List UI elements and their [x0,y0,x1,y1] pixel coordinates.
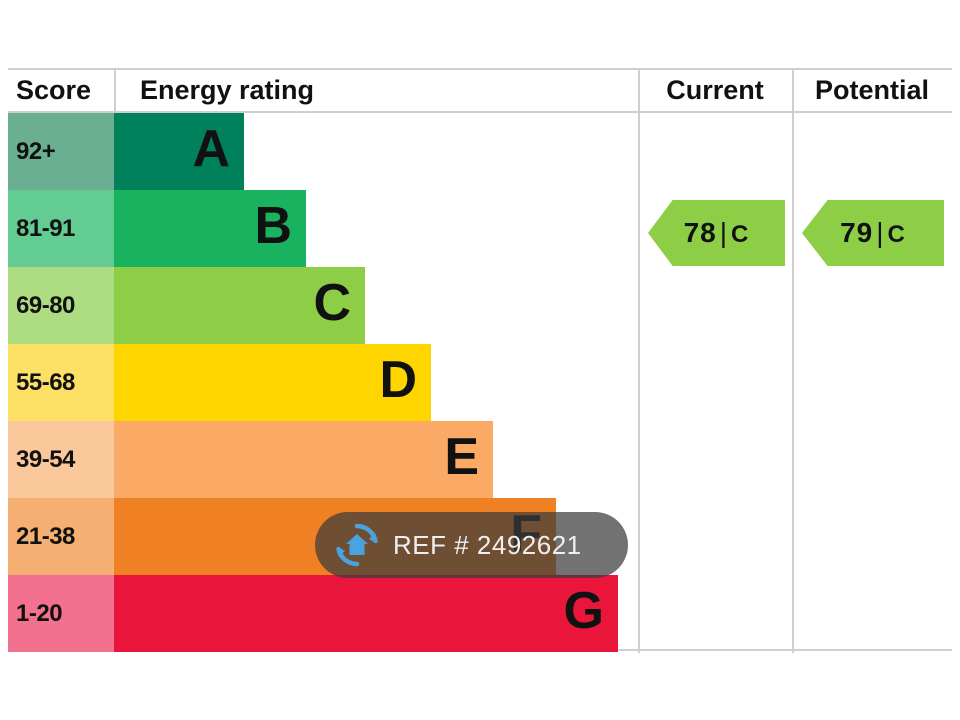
rating-bar-c: C [114,267,365,344]
watermark-badge: REF # 2492621 [315,512,628,578]
band-letter-e: E [444,428,479,486]
score-label-f: 21-38 [16,523,75,550]
current-rating-separator: | [719,217,729,248]
band-row-d: 55-68 D [8,344,952,421]
rating-bar-d: D [114,344,431,421]
divider-score-rating [114,70,116,113]
band-row-e: 39-54 E [8,421,952,498]
table-header-row: Score Energy rating Current Potential [8,70,952,113]
score-label-e: 39-54 [16,446,75,473]
score-cell-d: 55-68 [8,344,114,421]
epc-table: Score Energy rating Current Potential 92… [8,68,952,653]
divider-current-potential [792,70,794,653]
band-letter-c: C [313,274,351,332]
current-rating-arrow: 78 | C [648,200,785,266]
band-rows: 92+ A 81-91 B 69-80 C [8,113,952,653]
current-rating-band: C [731,221,750,248]
score-cell-g: 1-20 [8,575,114,652]
potential-rating-separator: | [876,217,885,248]
potential-rating-band: C [887,221,906,248]
score-label-g: 1-20 [16,600,63,627]
band-row-b: 81-91 B [8,190,952,267]
score-cell-c: 69-80 [8,267,114,344]
column-header-current: Current [666,75,764,105]
column-header-potential: Potential [814,75,929,105]
column-header-energy-rating: Energy rating [140,75,315,105]
rating-bar-e: E [114,421,493,498]
band-letter-b: B [254,197,292,255]
rating-bar-g: G [114,575,618,652]
potential-rating-value: 79 [840,217,874,248]
current-rating-value: 78 [683,217,717,248]
score-cell-f: 21-38 [8,498,114,575]
score-label-d: 55-68 [16,369,75,396]
band-row-c: 69-80 C [8,267,952,344]
band-letter-d: D [379,351,417,409]
divider-rating-current [638,70,640,653]
band-letter-g: G [563,582,604,640]
band-letter-a: A [192,120,230,178]
score-label-b: 81-91 [16,215,75,242]
band-row-g: 1-20 G [8,575,952,652]
rating-bar-a: A [114,113,244,190]
band-row-a: 92+ A [8,113,952,190]
score-label-c: 69-80 [16,292,75,319]
score-cell-b: 81-91 [8,190,114,267]
rating-bar-b: B [114,190,306,267]
score-cell-a: 92+ [8,113,114,190]
refresh-home-icon [331,519,383,571]
watermark-reference-text: REF # 2492621 [393,529,582,560]
column-header-score: Score [16,75,92,105]
score-cell-e: 39-54 [8,421,114,498]
potential-rating-arrow: 79 | C [802,200,944,266]
score-label-a: 92+ [16,138,56,165]
